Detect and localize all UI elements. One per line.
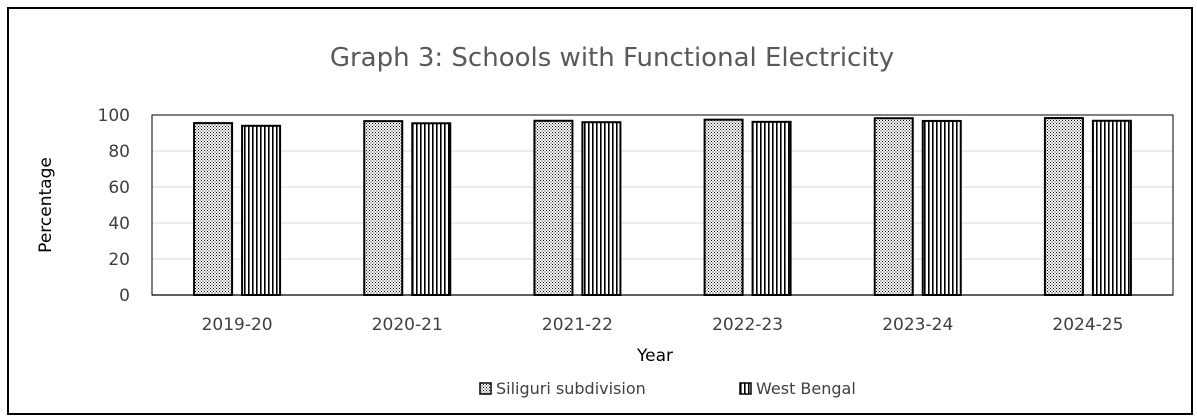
x-tick-label: 2024-25: [1052, 315, 1123, 335]
y-tick-label: 80: [108, 142, 130, 162]
bar-west-bengal: [411, 122, 452, 296]
legend-label: West Bengal: [756, 379, 856, 398]
legend-swatch: [479, 382, 492, 395]
legend-label: Siliguri subdivision: [496, 379, 646, 398]
y-tick-label: 40: [108, 214, 130, 234]
bar-west-bengal: [1091, 119, 1132, 297]
y-axis-title: Percentage: [36, 157, 56, 253]
plot-area-border: [151, 114, 1174, 296]
x-axis-title: Year: [636, 346, 673, 366]
bar-siliguri: [873, 117, 914, 296]
x-tick-label: 2021-22: [542, 315, 613, 335]
bar-siliguri: [363, 120, 404, 297]
x-tick-label: 2022-23: [712, 315, 783, 335]
y-tick-label: 20: [108, 250, 130, 270]
legend-swatch: [739, 382, 752, 395]
bar-siliguri: [1043, 117, 1084, 296]
bar-siliguri: [703, 118, 744, 297]
x-tick-label: 2023-24: [882, 315, 953, 335]
bar-west-bengal: [921, 119, 962, 296]
bar-siliguri: [193, 122, 234, 296]
bar-west-bengal: [241, 124, 282, 296]
x-tick-label: 2019-20: [202, 315, 273, 335]
bar-west-bengal: [581, 121, 622, 296]
x-tick-label: 2020-21: [372, 315, 443, 335]
y-tick-label: 0: [119, 286, 130, 306]
y-tick-label: 60: [108, 178, 130, 198]
bar-siliguri: [533, 119, 574, 297]
y-tick-label: 100: [98, 106, 130, 126]
bar-west-bengal: [751, 120, 792, 296]
chart-title: Graph 3: Schools with Functional Electri…: [330, 43, 894, 73]
